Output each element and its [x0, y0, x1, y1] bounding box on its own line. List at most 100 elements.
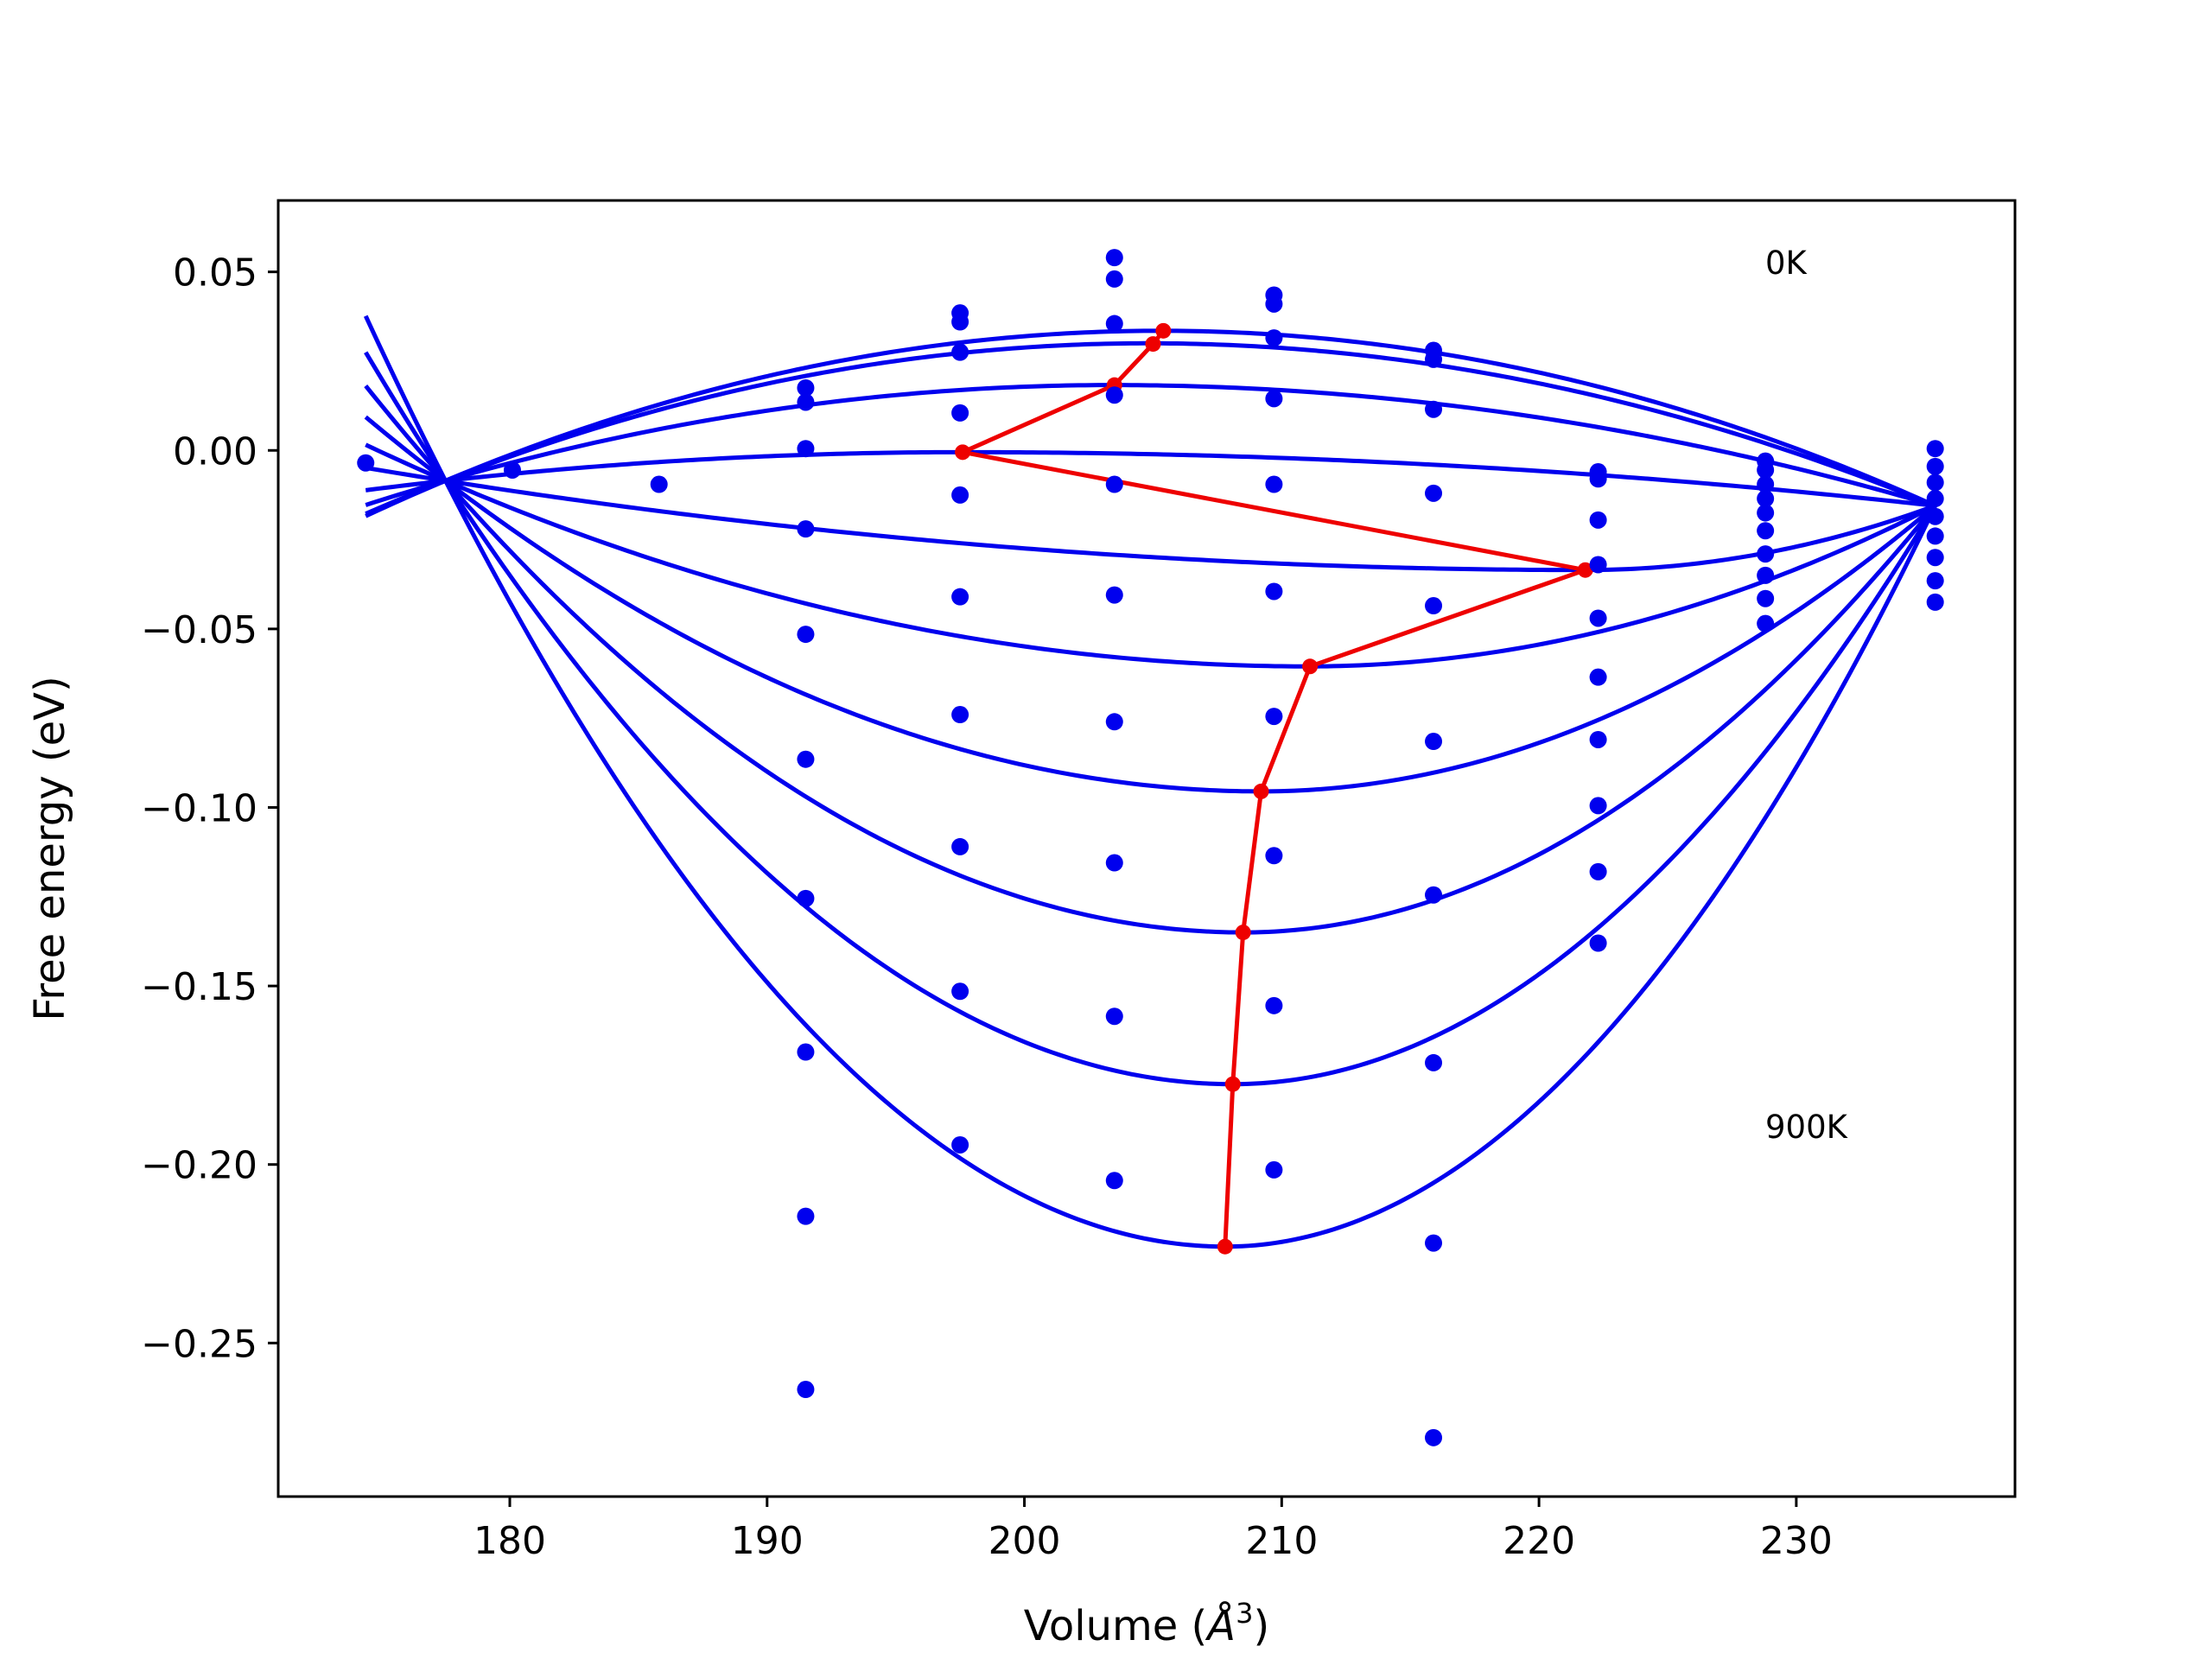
data-point: [1425, 484, 1443, 502]
fit-curve-2: [365, 383, 1936, 508]
data-point: [1265, 1160, 1283, 1179]
data-point: [1926, 440, 1944, 458]
data-point: [1757, 589, 1775, 607]
x-axis-label: Volume (Å3): [1024, 1597, 1269, 1650]
data-point: [1105, 249, 1123, 267]
data-point: [951, 588, 969, 606]
data-point: [1425, 1053, 1443, 1071]
annotation-900k: 900K: [1765, 1109, 1849, 1146]
data-point: [357, 454, 375, 472]
data-point: [1265, 329, 1283, 347]
plot-area: [357, 249, 1944, 1446]
data-point: [1757, 490, 1775, 508]
data-point: [1105, 475, 1123, 493]
minimum-path-point: [1302, 658, 1319, 675]
data-point: [951, 837, 969, 855]
data-point: [1926, 527, 1944, 545]
y-tick-label: −0.10: [141, 786, 257, 830]
data-point: [1265, 582, 1283, 601]
data-point: [797, 440, 815, 458]
data-point: [1589, 730, 1607, 748]
data-point: [1265, 295, 1283, 313]
data-point: [1589, 797, 1607, 815]
x-axis-ticks: 180 190 200 210 220 230: [474, 1497, 1833, 1563]
x-tick-label: 200: [988, 1519, 1061, 1563]
x-axis-label-prefix: Volume (: [1024, 1602, 1208, 1650]
data-point: [1757, 614, 1775, 632]
data-point: [1265, 996, 1283, 1014]
fit-curve-7: [364, 385, 1937, 935]
data-point: [1589, 556, 1607, 574]
data-point: [1757, 461, 1775, 479]
data-point: [1425, 1234, 1443, 1252]
data-point: [1425, 400, 1443, 418]
minimum-path-point: [1577, 562, 1593, 578]
data-point: [1105, 586, 1123, 604]
x-axis-label-unit: Å: [1205, 1601, 1236, 1650]
y-tick-label: −0.15: [141, 965, 257, 1009]
data-point: [797, 1381, 815, 1399]
data-point: [797, 1207, 815, 1225]
y-tick-label: 0.05: [173, 251, 257, 296]
data-point: [1265, 475, 1283, 493]
data-point: [1589, 609, 1607, 627]
fit-curve-0: [365, 328, 1936, 518]
minimum-energy-path: [955, 322, 1593, 1255]
minimum-path-point: [1235, 925, 1251, 941]
data-point: [1926, 457, 1944, 475]
data-point: [1265, 708, 1283, 726]
y-tick-label: −0.05: [141, 608, 257, 652]
data-point: [1425, 597, 1443, 615]
x-axis-label-exponent: 3: [1236, 1597, 1253, 1630]
data-point: [1926, 549, 1944, 567]
data-point: [1105, 386, 1123, 404]
data-point: [797, 1043, 815, 1061]
data-point: [797, 889, 815, 907]
data-point: [1425, 886, 1443, 904]
data-point: [797, 520, 815, 538]
data-point: [1105, 854, 1123, 872]
fit-curve-6: [364, 415, 1937, 794]
minimum-path-point: [1145, 336, 1161, 353]
data-point: [1105, 1007, 1123, 1026]
fit-curve-3: [365, 449, 1936, 508]
x-tick-label: 220: [1503, 1519, 1575, 1563]
y-axis-label: Free energy (eV): [26, 676, 74, 1020]
minimum-path-point: [1217, 1238, 1233, 1255]
axes-frame: [276, 199, 2017, 1498]
data-point: [1589, 862, 1607, 880]
data-point: [951, 706, 969, 724]
data-point: [797, 393, 815, 411]
fit-curve-9: [363, 315, 1937, 1249]
data-point: [1105, 713, 1123, 731]
data-point: [1926, 474, 1944, 492]
annotation-0k: 0K: [1765, 245, 1808, 282]
data-point: [1589, 511, 1607, 529]
y-tick-label: −0.25: [141, 1322, 257, 1366]
data-point: [797, 626, 815, 644]
data-point: [1757, 545, 1775, 563]
minimum-path-point: [1155, 322, 1172, 339]
y-tick-label: 0.00: [173, 429, 257, 474]
data-point: [951, 486, 969, 504]
data-point: [1757, 475, 1775, 493]
x-tick-label: 180: [474, 1519, 546, 1563]
minimum-path-point: [1253, 783, 1269, 799]
data-point: [1265, 847, 1283, 865]
data-point: [1425, 733, 1443, 751]
minimum-path-point: [1224, 1076, 1241, 1092]
data-point: [1265, 390, 1283, 408]
data-point: [951, 313, 969, 331]
data-point: [951, 404, 969, 422]
data-point: [951, 1135, 969, 1154]
data-point: [951, 982, 969, 1001]
x-axis-label-suffix: ): [1253, 1602, 1269, 1650]
minimum-path-point: [955, 444, 971, 461]
fit-curve-8: [364, 351, 1937, 1087]
data-point: [1926, 507, 1944, 525]
data-point: [1425, 350, 1443, 368]
x-tick-label: 210: [1245, 1519, 1318, 1563]
fit-curve-5: [365, 442, 1936, 669]
